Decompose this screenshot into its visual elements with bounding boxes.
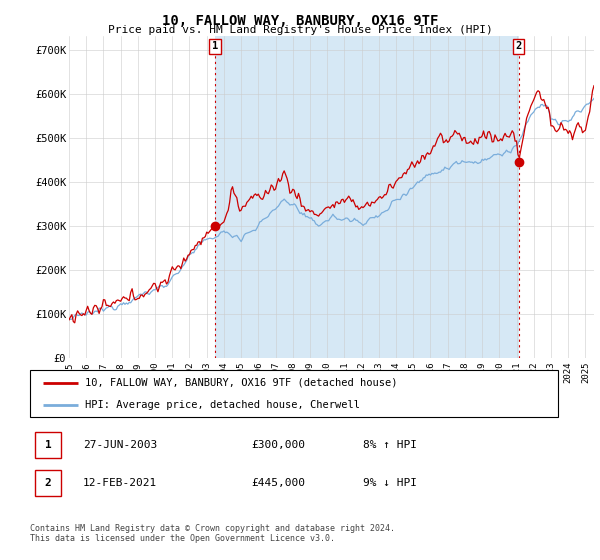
Text: 10, FALLOW WAY, BANBURY, OX16 9TF: 10, FALLOW WAY, BANBURY, OX16 9TF — [162, 14, 438, 28]
FancyBboxPatch shape — [30, 370, 558, 417]
FancyBboxPatch shape — [35, 432, 61, 458]
Text: Price paid vs. HM Land Registry's House Price Index (HPI): Price paid vs. HM Land Registry's House … — [107, 25, 493, 35]
Text: 27-JUN-2003: 27-JUN-2003 — [83, 440, 157, 450]
Bar — [215, 36, 518, 358]
Text: 12-FEB-2021: 12-FEB-2021 — [83, 478, 157, 488]
Text: 1: 1 — [212, 41, 218, 51]
Text: 2: 2 — [44, 478, 52, 488]
Text: Contains HM Land Registry data © Crown copyright and database right 2024.
This d: Contains HM Land Registry data © Crown c… — [30, 524, 395, 543]
Text: £445,000: £445,000 — [252, 478, 306, 488]
Text: 2: 2 — [515, 41, 522, 51]
Text: £300,000: £300,000 — [252, 440, 306, 450]
Text: 1: 1 — [44, 440, 52, 450]
Text: 10, FALLOW WAY, BANBURY, OX16 9TF (detached house): 10, FALLOW WAY, BANBURY, OX16 9TF (detac… — [85, 378, 398, 388]
Text: HPI: Average price, detached house, Cherwell: HPI: Average price, detached house, Cher… — [85, 400, 361, 410]
Text: 8% ↑ HPI: 8% ↑ HPI — [362, 440, 416, 450]
Text: 9% ↓ HPI: 9% ↓ HPI — [362, 478, 416, 488]
FancyBboxPatch shape — [35, 470, 61, 496]
